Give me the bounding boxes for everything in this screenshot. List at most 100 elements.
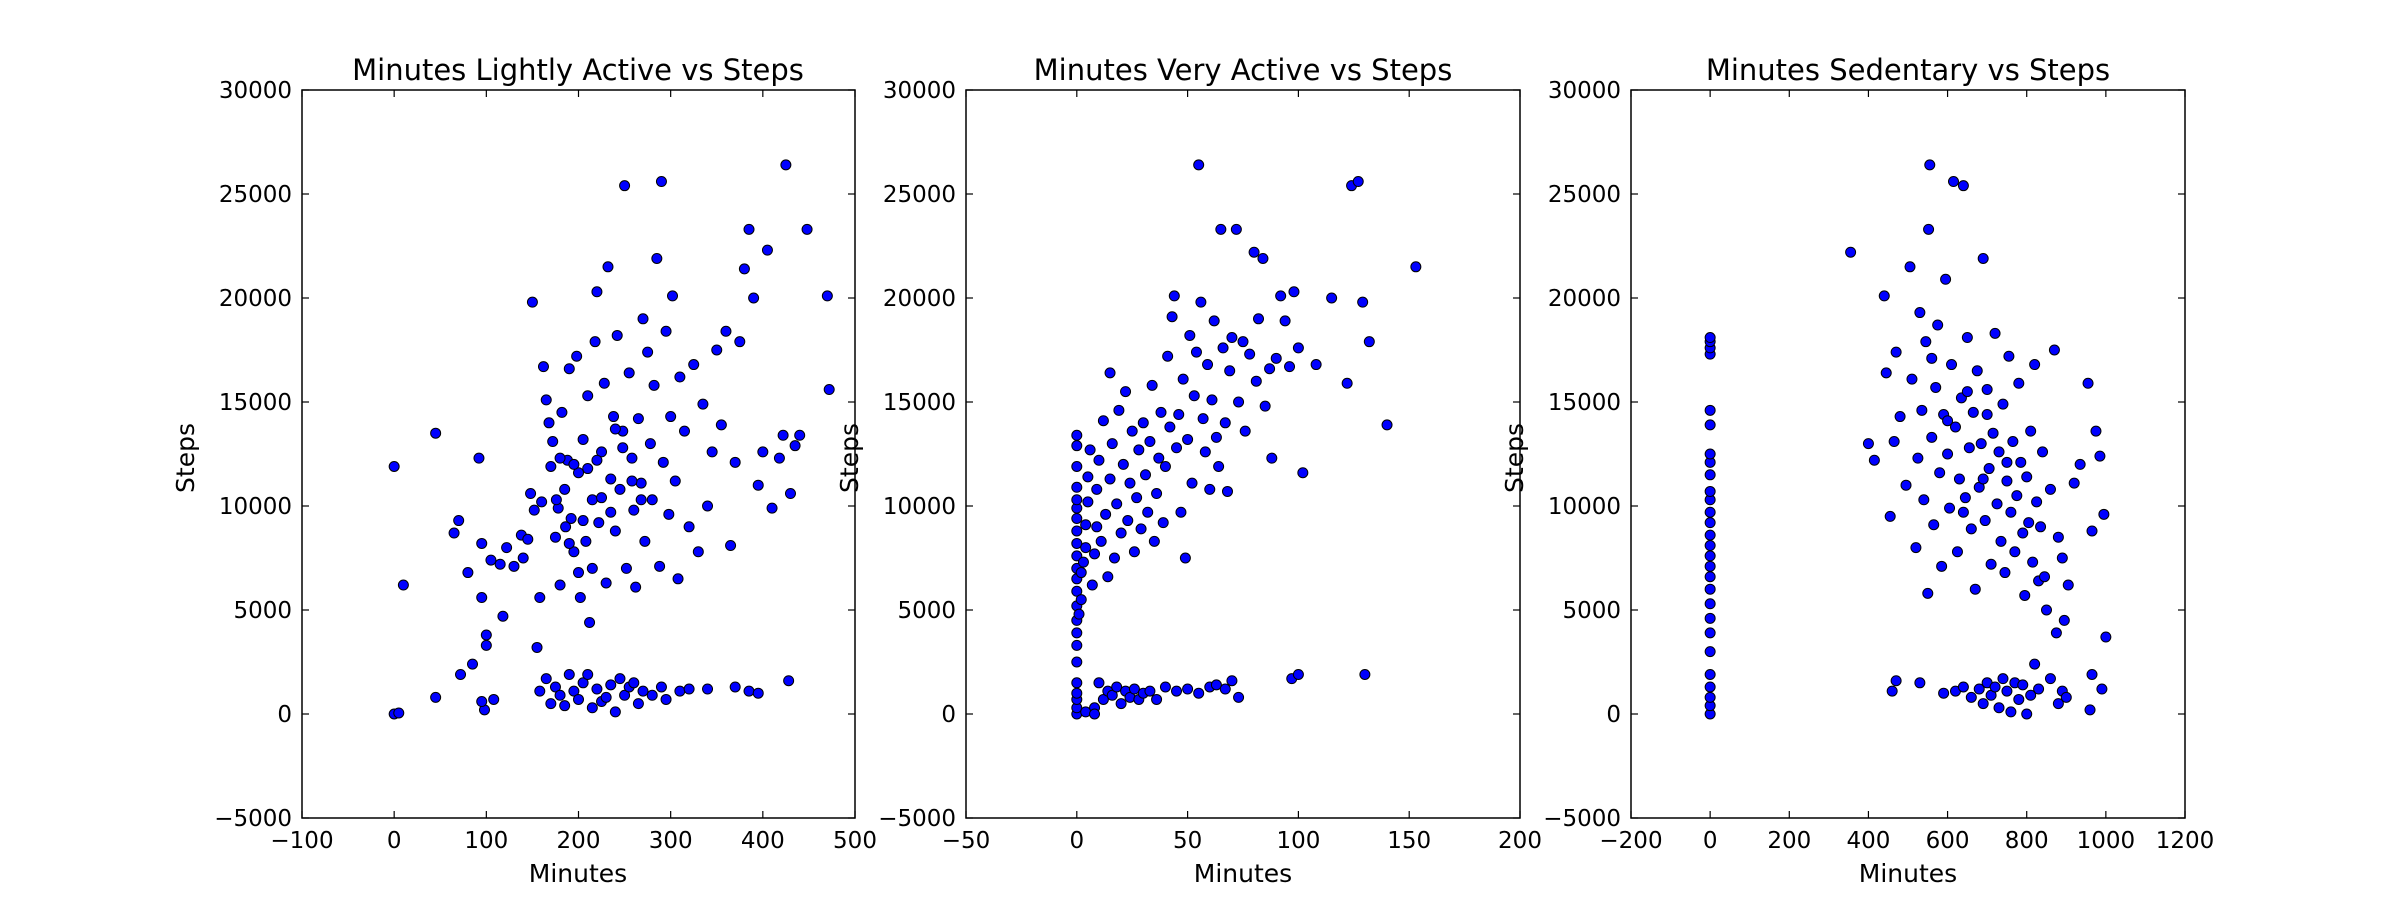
- scatter-point: [525, 488, 537, 500]
- scatter-point: [692, 546, 704, 558]
- scatter-point: [1704, 691, 1716, 703]
- scatter-point: [1704, 448, 1716, 460]
- scatter-point: [591, 286, 603, 298]
- scatter-point: [560, 521, 572, 533]
- scatter-point: [697, 398, 709, 410]
- scatter-point: [586, 494, 598, 506]
- scatter-point: [1135, 523, 1147, 535]
- scatter-point: [672, 573, 684, 585]
- scatter-point: [688, 359, 700, 371]
- scatter-point: [628, 677, 640, 689]
- scatter-point: [1142, 506, 1154, 518]
- scatter-point: [1157, 517, 1169, 529]
- scatter-point: [2017, 527, 2029, 539]
- scatter-point: [1949, 421, 1961, 433]
- scatter-point: [1993, 702, 2005, 714]
- scatter-point: [1115, 698, 1127, 710]
- scatter-point: [1071, 677, 1083, 689]
- scatter-point: [2090, 425, 2102, 437]
- scatter-point: [1704, 529, 1716, 541]
- scatter-point: [1071, 460, 1083, 472]
- scatter-point: [582, 668, 594, 680]
- scatter-point: [644, 438, 656, 450]
- scatter-point: [1704, 681, 1716, 693]
- scatter-point: [1957, 506, 1969, 518]
- scatter-point: [467, 658, 479, 670]
- scatter-point: [1233, 396, 1245, 408]
- scatter-point: [1963, 442, 1975, 454]
- scatter-point: [1279, 315, 1291, 327]
- x-tick-label: 0: [1703, 828, 1718, 854]
- scatter-point: [540, 673, 552, 685]
- scatter-point: [2100, 631, 2112, 643]
- scatter-point: [2050, 627, 2062, 639]
- scatter-point: [1936, 560, 1948, 572]
- scatter-point: [1997, 398, 2009, 410]
- scatter-point: [2048, 344, 2060, 356]
- scatter-point: [1259, 400, 1271, 412]
- scatter-point: [596, 492, 608, 504]
- scatter-point: [609, 706, 621, 718]
- scatter-point: [2021, 471, 2033, 483]
- scatter-point: [2027, 556, 2039, 568]
- scatter-point: [2001, 475, 2013, 487]
- scatter-point: [2044, 483, 2056, 495]
- x-tick-label: 200: [557, 828, 601, 854]
- scatter-point: [1979, 515, 1991, 527]
- scatter-point: [565, 512, 577, 524]
- scatter-point: [1071, 656, 1083, 668]
- scatter-point: [1704, 668, 1716, 680]
- scatter-point: [660, 325, 672, 337]
- scatter-point: [531, 641, 543, 653]
- scatter-point: [2009, 546, 2021, 558]
- chart-title: Minutes Sedentary vs Steps: [1706, 53, 2110, 87]
- scatter-point: [1704, 469, 1716, 481]
- scatter-point: [534, 592, 546, 604]
- scatter-point: [1126, 425, 1138, 437]
- plot-area: −50 0 50 100 150 200 −5000 0 5000 10000 15000 20000…: [878, 78, 1542, 854]
- scatter-point: [547, 436, 559, 448]
- chart-panel-lightly-active: Minutes Lightly Active vs Steps Minutes …: [171, 53, 877, 888]
- x-tick-label: 0: [1069, 828, 1084, 854]
- scatter-point: [1071, 639, 1083, 651]
- scatter-point: [1071, 512, 1083, 524]
- scatter-point: [602, 261, 614, 273]
- scatter-point: [1292, 342, 1304, 354]
- scatter-point: [536, 496, 548, 508]
- scatter-point: [1144, 685, 1156, 697]
- scatter-point: [1115, 527, 1127, 539]
- scatter-point: [1922, 587, 1934, 599]
- scatter-point: [605, 506, 617, 518]
- scatter-point: [1193, 159, 1205, 171]
- scatter-point: [1363, 336, 1375, 348]
- scatter-point: [600, 577, 612, 589]
- scatter-point: [476, 537, 488, 549]
- scatter-point: [1226, 675, 1238, 687]
- scatter-point: [577, 433, 589, 445]
- scatter-point: [1071, 481, 1083, 493]
- scatter-point: [1704, 506, 1716, 518]
- scatter-point: [1878, 290, 1890, 302]
- scatter-point: [1097, 415, 1109, 427]
- scatter-point: [1177, 373, 1189, 385]
- scatter-point: [663, 508, 675, 520]
- y-tick-label: 10000: [219, 494, 292, 520]
- scatter-point: [623, 367, 635, 379]
- scatter-point: [430, 427, 442, 439]
- axes-frame: [1630, 89, 2186, 819]
- scatter-point: [1071, 687, 1083, 699]
- y-axis-label: Steps: [835, 423, 864, 493]
- scatter-point: [1868, 454, 1880, 466]
- scatter-point: [1704, 419, 1716, 431]
- x-tick-label: 500: [833, 828, 877, 854]
- scatter-point: [554, 452, 566, 464]
- y-tick-label: 30000: [883, 78, 956, 104]
- scatter-point: [635, 494, 647, 506]
- scatter-point: [1991, 498, 2003, 510]
- scatter-point: [591, 683, 603, 695]
- scatter-point: [1948, 176, 1960, 188]
- scatter-point: [642, 346, 654, 358]
- scatter-point: [752, 687, 764, 699]
- scatter-point: [743, 685, 755, 697]
